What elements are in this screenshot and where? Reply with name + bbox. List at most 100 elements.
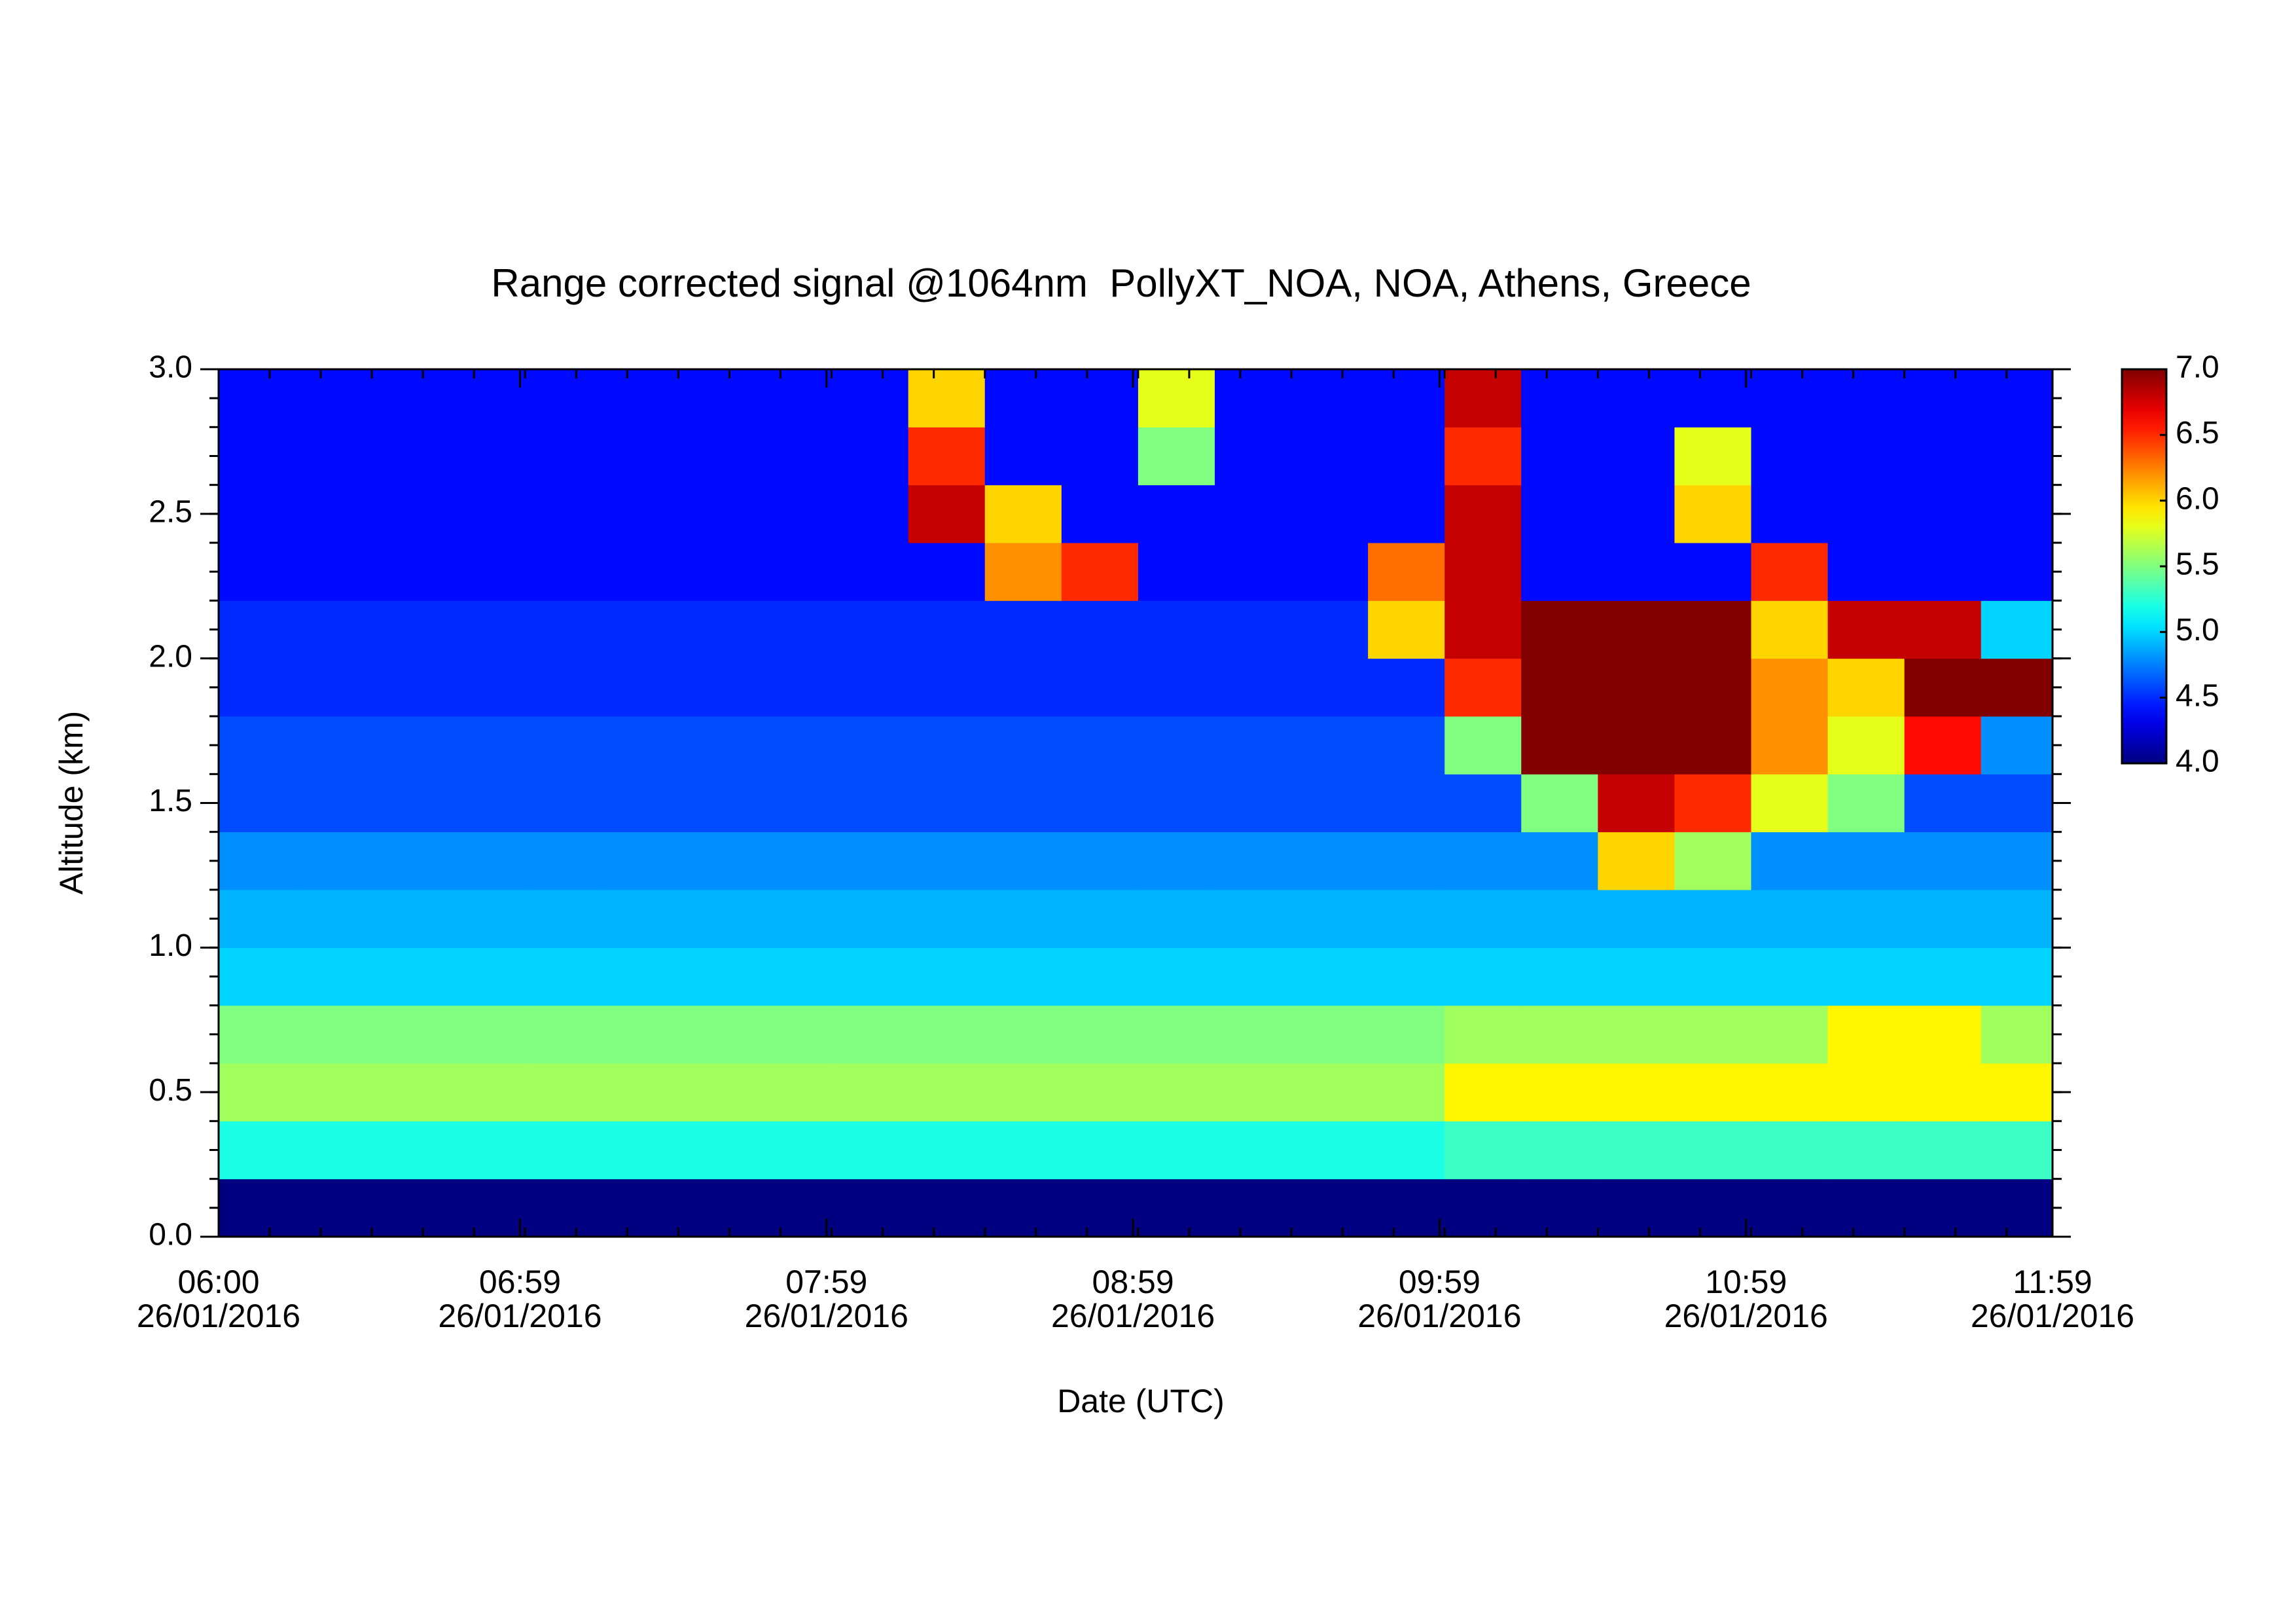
heatmap-cell (831, 831, 909, 890)
heatmap-cell (1751, 1063, 1829, 1122)
heatmap-cell (601, 890, 679, 948)
heatmap-cell (372, 658, 449, 717)
heatmap-cell (908, 1063, 986, 1122)
heatmap-cell (1291, 1121, 1369, 1180)
heatmap-cell (1444, 427, 1522, 486)
heatmap-cell (678, 831, 756, 890)
heatmap-cell (1598, 427, 1675, 486)
heatmap-cell (1061, 1005, 1139, 1064)
heatmap-cell (1981, 1121, 2053, 1180)
heatmap-cell (1214, 1063, 1292, 1122)
x-tick-label: 09:59 (1399, 1264, 1480, 1300)
heatmap-cell (1138, 774, 1215, 833)
heatmap-cell (1521, 1178, 1598, 1237)
heatmap-cell (448, 774, 526, 833)
heatmap-cell (372, 600, 449, 659)
heatmap-cell (1904, 774, 1982, 833)
heatmap-cell (1061, 831, 1139, 890)
heatmap-cell (1674, 484, 1752, 543)
heatmap-cell (372, 774, 449, 833)
heatmap-cell (1598, 947, 1675, 1006)
colorbar-tick-label: 4.5 (2176, 678, 2219, 713)
heatmap-cell (295, 543, 372, 601)
heatmap-cell (1674, 543, 1752, 601)
heatmap-cell (525, 774, 602, 833)
heatmap-cell (678, 1178, 756, 1237)
y-tick-label: 2.5 (149, 495, 192, 530)
heatmap-cell (755, 831, 833, 890)
heatmap-cell (1368, 831, 1445, 890)
heatmap-cell (372, 1005, 449, 1064)
heatmap-cell (984, 890, 1062, 948)
y-tick-label: 0.0 (149, 1218, 192, 1252)
heatmap-cell (831, 1178, 909, 1237)
heatmap-cell (1368, 716, 1445, 775)
heatmap-cell (1521, 543, 1598, 601)
heatmap-cell (1444, 1005, 1522, 1064)
heatmap-cell (1138, 716, 1215, 775)
heatmap-cell (1981, 369, 2053, 428)
heatmap-cell (1827, 947, 1905, 1006)
heatmap-cell (1598, 658, 1675, 717)
heatmap-cell (1368, 369, 1445, 428)
heatmap-cell (1827, 600, 1905, 659)
heatmap-cell (1214, 484, 1292, 543)
heatmap-cell (831, 1121, 909, 1180)
heatmap-cell (1368, 600, 1445, 659)
heatmap-cell (1751, 947, 1829, 1006)
heatmap-cell (1904, 427, 1982, 486)
heatmap-cell (1138, 947, 1215, 1006)
heatmap-cell (1368, 947, 1445, 1006)
heatmap-cell (1981, 484, 2053, 543)
heatmap-cell (219, 543, 296, 601)
heatmap-cell (1444, 1178, 1522, 1237)
heatmap-cell (295, 947, 372, 1006)
heatmap-cell (372, 890, 449, 948)
heatmap-cell (678, 600, 756, 659)
heatmap-cell (1291, 774, 1369, 833)
colorbar-tick-label: 5.5 (2176, 547, 2219, 582)
heatmap-cell (1981, 947, 2053, 1006)
heatmap-cell (908, 484, 986, 543)
y-tick-label: 2.0 (149, 639, 192, 674)
heatmap-cell (372, 1063, 449, 1122)
heatmap-cell (755, 774, 833, 833)
heatmap-cell (1061, 890, 1139, 948)
heatmap-cell (448, 947, 526, 1006)
heatmap-cell (372, 543, 449, 601)
heatmap-cell (1598, 890, 1675, 948)
heatmap-cell (1674, 716, 1752, 775)
heatmap-cell (1751, 484, 1829, 543)
heatmap-cell (984, 484, 1062, 543)
heatmap-cell (1291, 831, 1369, 890)
heatmap-cell (755, 1121, 833, 1180)
heatmap-cell (219, 1063, 296, 1122)
heatmap-cell (219, 427, 296, 486)
heatmap-cell (831, 484, 909, 543)
heatmap-cell (601, 484, 679, 543)
heatmap-cell (1827, 831, 1905, 890)
heatmap-cell (1138, 1005, 1215, 1064)
x-axis-label: Date (UTC) (1057, 1383, 1225, 1419)
colorbar (2121, 368, 2168, 765)
heatmap-cell (219, 831, 296, 890)
heatmap-cell (1368, 484, 1445, 543)
heatmap-cell (908, 1178, 986, 1237)
heatmap-cell (601, 1121, 679, 1180)
heatmap-cell (1138, 427, 1215, 486)
heatmap-cell (1061, 1063, 1139, 1122)
heatmap-cell (295, 890, 372, 948)
heatmap-cell (1291, 369, 1369, 428)
heatmap-cell (984, 1178, 1062, 1237)
heatmap-cell (1444, 774, 1522, 833)
heatmap-cell (1904, 658, 1982, 717)
heatmap-cell (1598, 716, 1675, 775)
heatmap-cell (1904, 543, 1982, 601)
heatmap-cell (1521, 369, 1598, 428)
heatmap-cell (1138, 1063, 1215, 1122)
heatmap-cell (1214, 427, 1292, 486)
heatmap-cell (755, 600, 833, 659)
heatmap-cell (1444, 1063, 1522, 1122)
heatmap-cell (908, 1005, 986, 1064)
heatmap-cell (831, 1005, 909, 1064)
